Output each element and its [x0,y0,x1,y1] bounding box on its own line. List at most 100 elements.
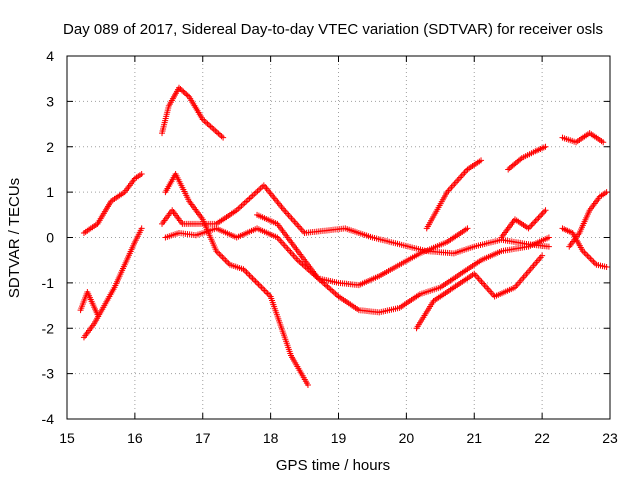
data-point [542,207,549,214]
y-tick-label: 2 [46,139,54,155]
data-point [220,134,227,141]
data-point [180,88,187,95]
y-tick-label: -4 [42,411,55,427]
data-point [212,127,219,134]
data-point [263,288,270,295]
data-point [264,290,271,297]
data-point [254,279,261,286]
data-point [545,243,552,250]
data-point [588,257,595,264]
data-point [330,289,337,296]
data-point [210,126,217,133]
data-point [251,276,258,283]
x-tick-label: 16 [127,430,143,446]
data-point [216,131,223,138]
x-tick-label: 22 [534,430,550,446]
x-tick-label: 19 [331,430,347,446]
data-point [201,117,208,124]
data-point [301,262,308,269]
data-point [217,252,224,259]
y-tick-label: -2 [42,320,55,336]
data-point [207,123,214,130]
data-point [246,272,253,279]
data-point [539,210,546,217]
data-point [243,269,250,276]
chart-title: Day 089 of 2017, Sidereal Day-to-day VTE… [63,21,603,38]
data-point [219,254,226,261]
data-point [245,270,251,277]
data-point [258,284,265,291]
data-point [94,311,101,318]
data-point [261,287,268,294]
x-tick-label: 15 [59,430,75,446]
data-point [235,205,242,212]
data-point [220,255,227,262]
data-point [183,91,190,98]
data-point [526,223,533,230]
x-tick-label: 23 [602,430,618,446]
data-point [587,255,594,262]
data-point [202,119,209,126]
data-point [304,381,311,388]
data-point [582,251,589,258]
data-point [585,254,592,261]
y-tick-label: -3 [42,366,55,382]
y-tick-label: 1 [46,184,54,200]
data-point [603,189,610,196]
grid-lines [67,56,610,419]
x-axis-label: GPS time / hours [276,457,390,474]
data-point [535,214,542,221]
data-point [329,287,336,294]
y-axis-label: SDTVAR / TECUs [6,178,23,298]
data-point [584,252,591,259]
data-point [332,290,339,297]
data-point [238,202,245,209]
data-point [177,86,184,93]
data-point [222,257,229,264]
data-point [541,208,548,215]
data-point [536,213,543,220]
x-tick-label: 20 [399,430,415,446]
data-point [257,185,264,192]
data-point [215,130,222,137]
y-tick-label: 0 [46,230,54,246]
y-tick-label: 3 [46,93,54,109]
data-point [243,198,250,205]
data-point [184,92,191,99]
data-point [252,278,259,285]
data-point [256,186,263,193]
data-point [248,273,255,280]
data-point [249,192,256,199]
data-point [178,87,185,94]
data-point [244,196,251,203]
x-tick-label: 18 [263,430,279,446]
data-point [138,170,145,177]
y-tick-label: 4 [46,48,54,64]
data-point [251,191,258,198]
y-tick-label: -1 [42,275,55,291]
data-point [324,283,331,290]
data-point [600,139,607,146]
data-point [478,157,485,164]
x-tick-label: 17 [195,430,211,446]
data-point [529,220,536,227]
data-point [539,252,546,259]
data-point [216,251,223,258]
data-point [603,263,610,270]
data-point [255,281,262,288]
data-point [531,219,538,226]
data-point [257,282,264,289]
data-point [204,120,211,127]
data-point [538,211,545,218]
data-point [532,217,539,224]
data-point [213,129,220,136]
data-point [254,188,261,195]
data-point [175,84,182,91]
data-point [236,204,243,211]
data-point [534,216,541,223]
data-point [223,258,230,265]
data-point [248,194,255,201]
data-point [260,285,267,292]
